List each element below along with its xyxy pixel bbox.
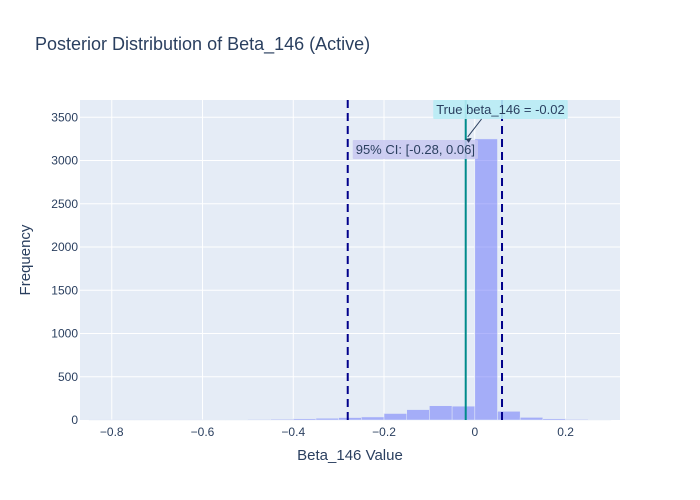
histogram-bar: [542, 418, 566, 421]
histogram-bar: [247, 419, 271, 421]
histogram-bar: [519, 417, 544, 421]
chart-title: Posterior Distribution of Beta_146 (Acti…: [35, 34, 370, 55]
histogram-bar: [293, 418, 317, 421]
y-tick-label: 0: [71, 413, 78, 427]
x-tick-label: −0.2: [372, 425, 396, 439]
true-label-arrowhead: [465, 137, 472, 143]
x-tick-label: −0.4: [281, 425, 305, 439]
x-tick-label: 0.2: [557, 425, 574, 439]
x-tick-label: −0.8: [100, 425, 124, 439]
annotations: 95% CI: [-0.28, 0.06] True beta_146 = -0.…: [352, 100, 568, 159]
y-tick-label: 3500: [51, 110, 78, 124]
histogram-bar: [474, 138, 498, 421]
true-label-background: [433, 100, 568, 119]
y-axis-title: Frequency: [17, 224, 34, 295]
histogram-bar: [565, 419, 589, 421]
y-tick-label: 2000: [51, 240, 78, 254]
histogram-bars: [88, 138, 612, 421]
y-tick-label: 1000: [51, 327, 78, 341]
x-tick-label: 0: [471, 425, 478, 439]
histogram-bar: [406, 409, 430, 421]
y-axis-ticks: 0 500 1000 1500 2000 2500 3000 3500: [51, 110, 78, 427]
histogram-bar: [270, 418, 294, 421]
x-tick-label: −0.6: [191, 425, 215, 439]
histogram-bar: [429, 405, 453, 421]
y-tick-label: 3000: [51, 154, 78, 168]
x-axis-ticks: −0.8 −0.6 −0.4 −0.2 0 0.2: [100, 425, 574, 439]
y-tick-label: 2500: [51, 197, 78, 211]
true-label-arrow: [467, 118, 482, 138]
histogram-bar: [315, 418, 339, 421]
ci-label-background: [352, 140, 478, 159]
x-axis-title: Beta_146 Value: [297, 447, 403, 464]
y-tick-label: 1500: [51, 283, 78, 297]
histogram-bar: [451, 405, 476, 421]
histogram-bar: [383, 413, 407, 421]
ci-label: 95% CI: [-0.28, 0.06]: [356, 142, 475, 157]
true-label: True beta_146 = -0.02: [436, 102, 565, 117]
histogram-bar: [361, 416, 385, 421]
y-tick-label: 500: [58, 370, 78, 384]
grid-lines: [80, 100, 620, 420]
histogram-bar: [338, 417, 362, 421]
histogram-bar: [497, 411, 521, 421]
plot-area: [80, 100, 620, 420]
